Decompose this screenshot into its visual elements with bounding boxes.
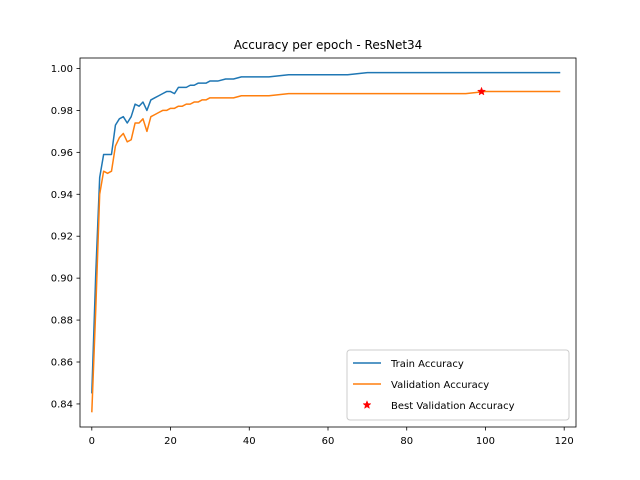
validation-accuracy-line xyxy=(91,90,561,413)
x-tick-label: 40 xyxy=(243,436,256,447)
y-axis: 0.84 0.86 0.88 0.90 0.92 0.94 0.96 0.98 1.00 xyxy=(51,64,80,410)
y-tick-label: 0.88 xyxy=(51,316,73,327)
y-tick-label: 0.96 xyxy=(51,148,73,159)
y-tick-label: 0.94 xyxy=(51,190,73,201)
train-accuracy-line xyxy=(91,71,561,394)
y-tick-label: 0.86 xyxy=(51,358,73,369)
x-tick-label: 60 xyxy=(322,436,335,447)
x-tick-label: 0 xyxy=(89,436,95,447)
y-tick-label: 0.90 xyxy=(51,274,73,285)
legend-marker-best-validation-accuracy xyxy=(362,400,372,409)
legend: Train Accuracy Validation Accuracy Best Va… xyxy=(346,349,570,421)
x-tick-label: 100 xyxy=(476,436,495,447)
y-tick-label: 0.98 xyxy=(51,106,73,117)
y-tick-label: 0.92 xyxy=(51,232,73,243)
y-tick-label: 1.00 xyxy=(51,64,73,75)
x-tick-label: 80 xyxy=(400,436,413,447)
best-validation-point xyxy=(476,86,487,96)
x-tick-label: 120 xyxy=(555,436,574,447)
x-axis: 0 20 40 60 80 100 120 xyxy=(89,427,574,447)
legend-label-train-accuracy: Train Accuracy xyxy=(390,359,464,370)
y-tick-label: 0.84 xyxy=(51,399,73,410)
series-layer xyxy=(91,71,561,413)
legend-box xyxy=(346,349,570,421)
legend-label-best-validation-accuracy: Best Validation Accuracy xyxy=(391,401,515,412)
legend-label-validation-accuracy: Validation Accuracy xyxy=(391,380,489,391)
x-tick-label: 20 xyxy=(164,436,177,447)
chart-title: Accuracy per epoch - ResNet34 xyxy=(234,38,423,52)
